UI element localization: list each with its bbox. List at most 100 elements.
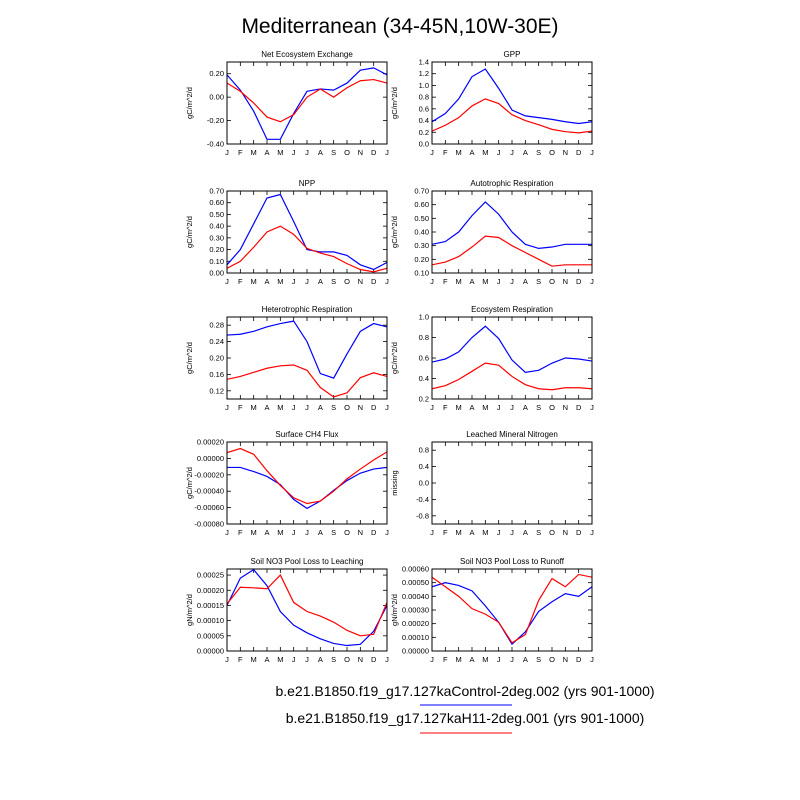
series-line-control: [432, 68, 592, 125]
x-tick-label: J: [497, 528, 501, 537]
x-tick-label: A: [264, 148, 269, 157]
x-tick-label: M: [251, 403, 257, 412]
x-tick-label: A: [523, 528, 528, 537]
x-tick-label: F: [238, 277, 243, 286]
chart-panel: Autotrophic Respiration gC/m^2/d 0.10 0.20 0…: [390, 179, 594, 286]
plot-frame: [226, 190, 388, 274]
y-tick-label: 0.10: [414, 269, 429, 278]
y-tick-label: 0.12: [209, 386, 224, 395]
y-tick-label: 0.70: [209, 187, 224, 196]
x-tick-label: A: [318, 277, 323, 286]
x-tick-label: J: [225, 277, 229, 286]
x-tick-label: S: [331, 277, 336, 286]
x-tick-label: M: [482, 403, 488, 412]
y-tick-label: -0.8: [416, 511, 429, 520]
x-tick-label: O: [344, 277, 350, 286]
x-tick-label: J: [292, 277, 296, 286]
y-axis-label: gC/m^2/d: [390, 87, 399, 119]
y-tick-label: 0.30: [414, 241, 429, 250]
series-line-control: [227, 466, 387, 510]
series-line-h11: [227, 447, 387, 505]
plot-frame: [431, 190, 593, 274]
y-tick-label: 0.00020: [197, 438, 224, 447]
x-tick-label: D: [371, 403, 377, 412]
x-tick-label: J: [305, 655, 309, 664]
x-tick-label: A: [469, 655, 474, 664]
plot-frame: [226, 441, 388, 525]
y-axis-label: gC/m^2/d: [390, 216, 399, 248]
y-tick-label: 0.00030: [402, 606, 429, 615]
x-tick-label: D: [576, 655, 582, 664]
y-tick-label: 0.50: [209, 210, 224, 219]
x-tick-label: F: [443, 403, 448, 412]
x-tick-label: M: [456, 277, 462, 286]
y-tick-label: -0.4: [416, 495, 429, 504]
x-tick-label: M: [251, 277, 257, 286]
x-tick-label: D: [576, 403, 582, 412]
x-tick-label: A: [264, 528, 269, 537]
x-tick-label: J: [385, 655, 389, 664]
panel-title: Net Ecosystem Exchange: [261, 50, 353, 59]
y-tick-label: 0.60: [414, 200, 429, 209]
y-tick-label: 0.2: [419, 128, 429, 137]
y-tick-label: 0.24: [209, 337, 224, 346]
y-tick-label: -0.00020: [194, 470, 224, 479]
panel-title: Ecosystem Respiration: [471, 305, 553, 314]
x-tick-label: M: [456, 403, 462, 412]
x-tick-label: M: [456, 655, 462, 664]
series-line-control: [432, 325, 592, 373]
series-line-control: [432, 582, 592, 646]
y-tick-label: 0.00000: [197, 647, 224, 656]
x-tick-label: J: [497, 277, 501, 286]
y-tick-label: -0.20: [207, 116, 224, 125]
y-tick-label: 0.40: [209, 222, 224, 231]
y-axis-label: gC/m^2/d: [185, 87, 194, 119]
x-tick-label: A: [523, 148, 528, 157]
y-tick-label: 0.70: [414, 187, 429, 196]
x-tick-label: J: [292, 148, 296, 157]
x-tick-label: A: [264, 403, 269, 412]
x-tick-label: A: [318, 528, 323, 537]
x-tick-label: F: [238, 403, 243, 412]
x-tick-label: N: [563, 403, 568, 412]
x-tick-label: S: [536, 277, 541, 286]
x-tick-label: O: [344, 148, 350, 157]
x-tick-label: N: [563, 528, 568, 537]
x-tick-label: N: [563, 655, 568, 664]
x-tick-label: M: [277, 528, 283, 537]
y-tick-label: 0.4: [419, 116, 429, 125]
x-tick-label: O: [344, 528, 350, 537]
series-line-control: [227, 569, 387, 647]
x-tick-label: S: [536, 148, 541, 157]
y-tick-label: 0.2: [419, 395, 429, 404]
series-line-control: [227, 193, 387, 271]
y-tick-label: -0.00080: [194, 520, 224, 529]
panels: Net Ecosystem Exchange gC/m^2/d -0.40 -0.20…: [185, 50, 594, 664]
x-tick-label: J: [510, 403, 514, 412]
y-tick-label: 0.40: [414, 228, 429, 237]
x-tick-label: M: [482, 655, 488, 664]
x-tick-label: J: [305, 403, 309, 412]
x-tick-label: J: [497, 655, 501, 664]
x-tick-label: F: [238, 528, 243, 537]
chart-panel: Net Ecosystem Exchange gC/m^2/d -0.40 -0.20…: [185, 50, 389, 157]
x-tick-label: N: [563, 148, 568, 157]
x-tick-label: J: [430, 403, 434, 412]
series-line-control: [227, 320, 387, 379]
y-axis-label: gC/m^2/d: [185, 467, 194, 499]
y-tick-label: 0.00000: [197, 454, 224, 463]
x-tick-label: D: [371, 528, 377, 537]
x-tick-label: M: [251, 148, 257, 157]
y-tick-label: 0.16: [209, 370, 224, 379]
x-tick-label: O: [549, 655, 555, 664]
x-tick-label: A: [318, 403, 323, 412]
chart-panel: NPP gC/m^2/d 0.00 0.10 0.20 0.30 0.40 0.50 0.60 0…: [185, 179, 389, 286]
panel-title: Soil NO3 Pool Loss to Leaching: [251, 557, 364, 566]
y-tick-label: 0.00040: [402, 592, 429, 601]
y-tick-label: 0.00020: [402, 619, 429, 628]
x-tick-label: N: [358, 528, 363, 537]
x-tick-label: D: [576, 148, 582, 157]
x-tick-label: J: [590, 148, 594, 157]
y-axis-label: missing: [390, 470, 399, 495]
